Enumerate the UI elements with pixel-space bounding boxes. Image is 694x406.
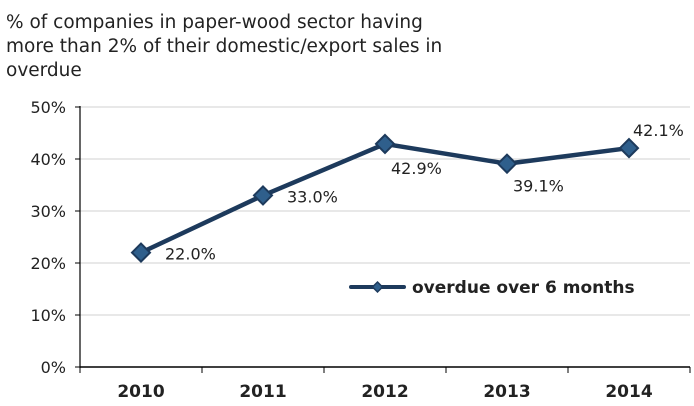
data-label: 33.0%: [287, 187, 338, 206]
y-tick-label: 40%: [30, 150, 66, 169]
data-point-marker: [130, 242, 152, 264]
x-tick-label: 2012: [361, 382, 408, 402]
y-tick-label: 20%: [30, 254, 66, 273]
y-tick-labels: 0% 10% 20% 30% 40% 50%: [30, 98, 66, 377]
x-tick-label: 2010: [117, 382, 164, 402]
legend-label: overdue over 6 months: [412, 278, 635, 298]
y-tick-label: 10%: [30, 306, 66, 325]
data-label: 42.1%: [633, 121, 684, 140]
data-label: 39.1%: [513, 177, 564, 196]
chart-title-line: % of companies in paper-wood sector havi…: [6, 12, 423, 33]
data-point-marker: [252, 184, 274, 206]
axes: [75, 106, 691, 373]
y-tick-label: 50%: [30, 98, 66, 117]
data-label: 22.0%: [165, 245, 216, 264]
x-tick-labels: 2010 2011 2012 2013 2014: [117, 382, 652, 402]
y-tick-label: 30%: [30, 202, 66, 221]
legend: overdue over 6 months: [349, 278, 635, 298]
legend-marker: [371, 280, 384, 294]
chart-title-line: more than 2% of their domestic/export sa…: [6, 36, 442, 57]
x-tick-label: 2014: [605, 382, 652, 402]
chart-title: % of companies in paper-wood sector havi…: [6, 12, 442, 81]
chart-title-line: overdue: [6, 60, 82, 81]
data-point-marker: [374, 133, 396, 155]
x-tick-label: 2013: [483, 382, 530, 402]
x-tick-label: 2011: [239, 382, 286, 402]
y-tick-label: 0%: [41, 358, 66, 377]
data-point-marker: [496, 153, 518, 175]
data-point-marker: [618, 137, 640, 159]
data-labels: 22.0% 33.0% 42.9% 39.1% 42.1%: [165, 121, 684, 264]
series: [130, 133, 640, 264]
data-label: 42.9%: [391, 159, 442, 178]
series-line: [138, 141, 632, 255]
grid-lines: [80, 106, 690, 316]
